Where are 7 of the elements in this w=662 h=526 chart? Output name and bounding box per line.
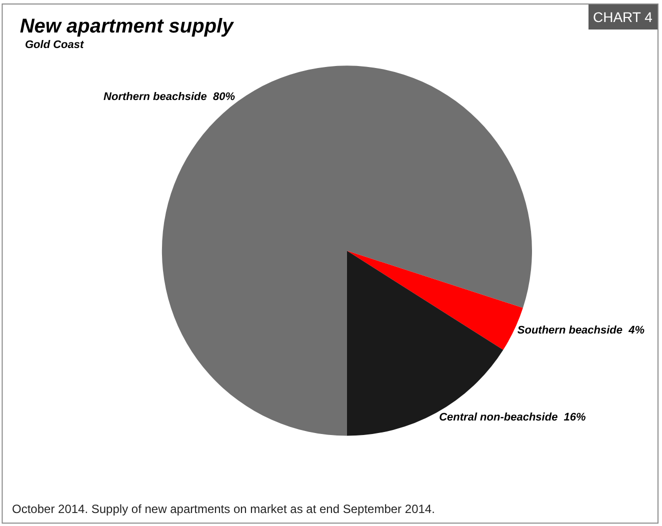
text: October 2014. Supply of new apartments on market as at end September 2014. <box>12 502 435 516</box>
slice-label: Northern beachside 80% <box>104 91 236 104</box>
slice-label: Southern beachside 4% <box>517 324 645 337</box>
slice-label: Central non-beachside 16% <box>439 411 586 424</box>
chart-subtitle: Gold Coast <box>25 39 86 51</box>
caption: CHART 4 <box>593 9 653 25</box>
chart-title: New apartment supply <box>20 15 234 38</box>
